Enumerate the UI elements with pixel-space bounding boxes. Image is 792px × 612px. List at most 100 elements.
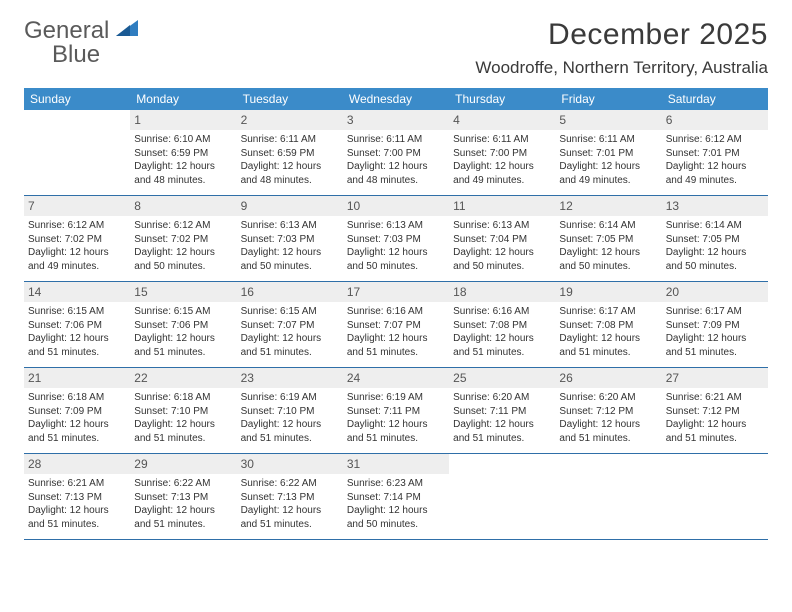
- sunset-line: Sunset: 7:06 PM: [134, 319, 232, 333]
- daylight-line-2: and 50 minutes.: [347, 260, 445, 274]
- sunrise-line: Sunrise: 6:22 AM: [134, 477, 232, 491]
- day-cell: 19Sunrise: 6:17 AMSunset: 7:08 PMDayligh…: [555, 282, 661, 368]
- day-cell: 17 Sunrise: 6:16 AMSunset: 7:07 PMDayligh…: [343, 282, 449, 368]
- daylight-line-2: and 51 minutes.: [666, 346, 764, 360]
- daylight-line-1: Daylight: 12 hours: [559, 246, 657, 260]
- day-cell: 12Sunrise: 6:14 AMSunset: 7:05 PMDayligh…: [555, 196, 661, 282]
- daylight-line-1: Daylight: 12 hours: [28, 246, 126, 260]
- day-number: 21: [24, 368, 130, 388]
- daylight-line-2: and 48 minutes.: [347, 174, 445, 188]
- day-cell: 6Sunrise: 6:12 AMSunset: 7:01 PMDaylight…: [662, 110, 768, 196]
- sunset-line: Sunset: 7:12 PM: [666, 405, 764, 419]
- sunset-line: Sunset: 7:05 PM: [559, 233, 657, 247]
- sunset-line: Sunset: 7:12 PM: [559, 405, 657, 419]
- sunset-line: Sunset: 7:09 PM: [666, 319, 764, 333]
- sunset-line: Sunset: 6:59 PM: [134, 147, 232, 161]
- day-number: 15: [130, 282, 236, 302]
- daylight-line-2: and 51 minutes.: [666, 432, 764, 446]
- sunset-line: Sunset: 7:03 PM: [241, 233, 339, 247]
- day-number: 4: [449, 110, 555, 130]
- sunrise-line: Sunrise: 6:16 AM: [453, 305, 551, 319]
- sunrise-line: Sunrise: 6:11 AM: [241, 133, 339, 147]
- daylight-line-2: and 51 minutes.: [453, 432, 551, 446]
- sunset-line: Sunset: 7:10 PM: [241, 405, 339, 419]
- daylight-line-2: and 48 minutes.: [241, 174, 339, 188]
- sunset-line: Sunset: 7:02 PM: [134, 233, 232, 247]
- day-cell: 20Sunrise: 6:17 AMSunset: 7:09 PMDayligh…: [662, 282, 768, 368]
- sunrise-line: Sunrise: 6:14 AM: [666, 219, 764, 233]
- sunset-line: Sunset: 7:00 PM: [347, 147, 445, 161]
- day-cell: 1Sunrise: 6:10 AMSunset: 6:59 PMDaylight…: [130, 110, 236, 196]
- day-cell: 2Sunrise: 6:11 AMSunset: 6:59 PMDaylight…: [237, 110, 343, 196]
- sunrise-line: Sunrise: 6:15 AM: [241, 305, 339, 319]
- sunset-line: Sunset: 7:09 PM: [28, 405, 126, 419]
- daylight-line-1: Daylight: 12 hours: [666, 246, 764, 260]
- daylight-line-2: and 51 minutes.: [28, 346, 126, 360]
- sunrise-line: Sunrise: 6:12 AM: [28, 219, 126, 233]
- day-number: 11: [449, 196, 555, 216]
- sunset-line: Sunset: 7:07 PM: [241, 319, 339, 333]
- sunset-line: Sunset: 7:07 PM: [347, 319, 445, 333]
- day-cell: 21Sunrise: 6:18 AMSunset: 7:09 PMDayligh…: [24, 368, 130, 454]
- daylight-line-2: and 51 minutes.: [134, 346, 232, 360]
- day-cell: 3Sunrise: 6:11 AMSunset: 7:00 PMDaylight…: [343, 110, 449, 196]
- daylight-line-1: Daylight: 12 hours: [347, 246, 445, 260]
- daylight-line-1: Daylight: 12 hours: [453, 418, 551, 432]
- sunset-line: Sunset: 7:01 PM: [559, 147, 657, 161]
- daylight-line-2: and 49 minutes.: [666, 174, 764, 188]
- sunrise-line: Sunrise: 6:22 AM: [241, 477, 339, 491]
- daylight-line-1: Daylight: 12 hours: [666, 332, 764, 346]
- daylight-line-1: Daylight: 12 hours: [134, 504, 232, 518]
- day-number: 25: [449, 368, 555, 388]
- daylight-line-2: and 50 minutes.: [134, 260, 232, 274]
- sunrise-line: Sunrise: 6:16 AM: [347, 305, 445, 319]
- day-cell: 23Sunrise: 6:19 AMSunset: 7:10 PMDayligh…: [237, 368, 343, 454]
- day-number: 22: [130, 368, 236, 388]
- daylight-line-2: and 48 minutes.: [134, 174, 232, 188]
- daylight-line-1: Daylight: 12 hours: [241, 332, 339, 346]
- day-cell: 18Sunrise: 6:16 AMSunset: 7:08 PMDayligh…: [449, 282, 555, 368]
- daylight-line-2: and 50 minutes.: [347, 518, 445, 532]
- day-number: 16: [237, 282, 343, 302]
- day-cell: 26Sunrise: 6:20 AMSunset: 7:12 PMDayligh…: [555, 368, 661, 454]
- daylight-line-2: and 51 minutes.: [134, 432, 232, 446]
- day-number: 2: [237, 110, 343, 130]
- sunset-line: Sunset: 7:02 PM: [28, 233, 126, 247]
- logo-text-general: General: [24, 17, 109, 44]
- day-cell: 15Sunrise: 6:15 AMSunset: 7:06 PMDayligh…: [130, 282, 236, 368]
- day-number: 14: [24, 282, 130, 302]
- sunrise-line: Sunrise: 6:11 AM: [453, 133, 551, 147]
- sunset-line: Sunset: 7:14 PM: [347, 491, 445, 505]
- sunrise-line: Sunrise: 6:14 AM: [559, 219, 657, 233]
- month-title: December 2025: [475, 18, 768, 52]
- dow-header: Tuesday: [237, 88, 343, 110]
- daylight-line-1: Daylight: 12 hours: [453, 332, 551, 346]
- day-cell: 22Sunrise: 6:18 AMSunset: 7:10 PMDayligh…: [130, 368, 236, 454]
- logo: General Blue: [24, 18, 142, 67]
- day-number: 30: [237, 454, 343, 474]
- day-number: 10: [343, 196, 449, 216]
- sunrise-line: Sunrise: 6:20 AM: [559, 391, 657, 405]
- sunrise-line: Sunrise: 6:21 AM: [666, 391, 764, 405]
- daylight-line-2: and 49 minutes.: [453, 174, 551, 188]
- daylight-line-1: Daylight: 12 hours: [559, 332, 657, 346]
- empty-cell: [24, 110, 130, 196]
- sail-icon: [116, 20, 142, 38]
- day-cell: 16 Sunrise: 6:15 AMSunset: 7:07 PMDayligh…: [237, 282, 343, 368]
- daylight-line-1: Daylight: 12 hours: [559, 160, 657, 174]
- calendar-grid: SundayMondayTuesdayWednesdayThursdayFrid…: [24, 88, 768, 540]
- sunset-line: Sunset: 6:59 PM: [241, 147, 339, 161]
- daylight-line-2: and 51 minutes.: [559, 432, 657, 446]
- sunrise-line: Sunrise: 6:18 AM: [134, 391, 232, 405]
- sunrise-line: Sunrise: 6:15 AM: [134, 305, 232, 319]
- day-number: 17: [343, 282, 449, 302]
- day-cell: 10Sunrise: 6:13 AMSunset: 7:03 PMDayligh…: [343, 196, 449, 282]
- dow-header: Monday: [130, 88, 236, 110]
- daylight-line-2: and 50 minutes.: [241, 260, 339, 274]
- sunset-line: Sunset: 7:08 PM: [453, 319, 551, 333]
- daylight-line-1: Daylight: 12 hours: [347, 160, 445, 174]
- daylight-line-2: and 50 minutes.: [559, 260, 657, 274]
- day-cell: 28Sunrise: 6:21 AMSunset: 7:13 PMDayligh…: [24, 454, 130, 540]
- daylight-line-1: Daylight: 12 hours: [666, 160, 764, 174]
- daylight-line-1: Daylight: 12 hours: [347, 332, 445, 346]
